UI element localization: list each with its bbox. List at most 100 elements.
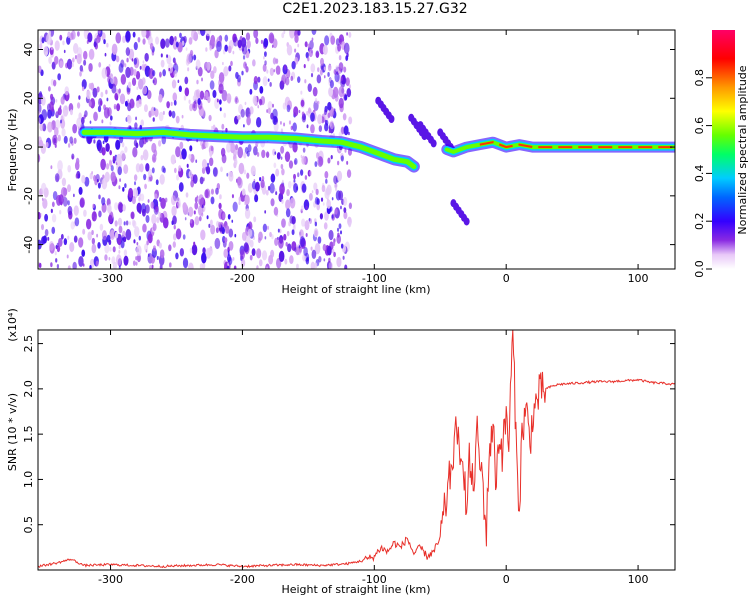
noise-speck: [39, 43, 43, 50]
noise-speck: [333, 175, 338, 185]
noise-speck: [262, 76, 268, 87]
noise-speck: [73, 42, 79, 54]
noise-speck: [344, 148, 347, 153]
noise-speck: [258, 259, 263, 267]
noise-speck: [339, 38, 342, 43]
noise-speck: [91, 243, 97, 254]
noise-speck: [279, 120, 282, 125]
noise-speck: [243, 169, 247, 175]
noise-speck: [79, 197, 85, 208]
noise-speck: [275, 58, 279, 64]
noise-speck: [96, 178, 99, 183]
noise-speck: [303, 64, 306, 69]
spectrogram-y-tick-label: 40: [22, 43, 35, 57]
noise-speck: [195, 59, 201, 70]
noise-speck: [118, 265, 121, 269]
noise-speck: [288, 120, 292, 125]
spectrogram-x-ticks: -300 -200 -100 0 100: [98, 30, 649, 285]
spectrogram-y-tick-label: 20: [22, 91, 35, 105]
noise-speck: [62, 196, 68, 207]
noise-speck: [280, 145, 285, 154]
noise-speck: [231, 219, 234, 223]
noise-speck: [134, 122, 138, 130]
noise-speck: [79, 71, 82, 77]
noise-speck: [155, 206, 159, 213]
noise-speck: [265, 266, 269, 269]
noise-speck: [283, 64, 287, 71]
noise-speck: [91, 211, 97, 222]
noise-speck: [311, 190, 314, 194]
noise-speck: [110, 171, 116, 183]
noise-speck: [237, 99, 239, 103]
noise-speck: [169, 35, 175, 46]
noise-speck: [122, 230, 126, 238]
noise-speck: [59, 60, 64, 69]
noise-speck: [268, 32, 275, 44]
noise-speck: [165, 38, 170, 48]
noise-speck: [114, 220, 118, 227]
noise-speck: [274, 237, 279, 247]
noise-speck: [140, 119, 145, 127]
noise-speck: [316, 198, 320, 205]
noise-speck: [219, 107, 222, 112]
noise-speck: [226, 265, 230, 269]
noise-speck: [141, 77, 146, 85]
noise-speck: [182, 202, 187, 211]
noise-speck: [253, 75, 258, 85]
noise-speck: [286, 230, 290, 237]
noise-speck: [181, 148, 187, 160]
noise-speck: [315, 188, 319, 196]
noise-speck: [220, 166, 223, 173]
noise-speck: [289, 30, 295, 39]
noise-speck: [306, 124, 309, 129]
noise-speck: [215, 187, 219, 195]
noise-speck: [332, 248, 335, 254]
noise-speck: [259, 98, 263, 106]
noise-speck: [109, 121, 112, 126]
noise-speck: [304, 41, 308, 48]
noise-speck: [298, 109, 301, 114]
noise-speck: [322, 202, 325, 206]
noise-speck: [87, 32, 93, 43]
noise-speck: [297, 43, 300, 48]
noise-speck: [78, 95, 81, 100]
noise-speck: [116, 165, 119, 170]
spectrogram-frame: [37, 29, 676, 270]
noise-speck: [136, 245, 142, 257]
noise-speck: [327, 112, 331, 119]
noise-speck: [153, 77, 158, 86]
noise-speck: [267, 107, 271, 114]
noise-speck: [50, 165, 53, 170]
noise-speck: [291, 60, 296, 70]
noise-speck: [51, 226, 56, 235]
spectrogram-x-tick-label: -100: [362, 272, 387, 285]
noise-speck: [178, 85, 182, 93]
noise-speck: [246, 39, 251, 49]
noise-speck: [175, 115, 180, 124]
noise-speck: [192, 101, 198, 112]
colorbar-tick-label: 0.8: [693, 69, 706, 87]
noise-speck: [275, 65, 281, 75]
noise-speck: [106, 234, 111, 243]
noise-speck: [177, 200, 181, 209]
noise-speck: [124, 100, 128, 107]
noise-speck: [131, 77, 137, 87]
noise-speck: [63, 135, 68, 144]
noise-speck: [210, 145, 214, 152]
snr-plot-area: [38, 330, 675, 570]
noise-speck: [118, 249, 121, 254]
noise-speck: [348, 84, 352, 89]
noise-speck: [262, 223, 268, 233]
noise-speck: [342, 113, 347, 121]
noise-speck: [115, 55, 120, 63]
noise-speck: [133, 57, 138, 65]
noise-speck: [117, 238, 122, 246]
noise-speck: [285, 241, 288, 247]
noise-speck: [118, 225, 123, 234]
noise-speck: [326, 245, 332, 256]
noise-speck: [40, 212, 43, 217]
noise-speck: [210, 188, 214, 195]
noise-speck: [201, 252, 207, 264]
noise-speck: [337, 43, 342, 52]
noise-speck: [127, 99, 130, 103]
